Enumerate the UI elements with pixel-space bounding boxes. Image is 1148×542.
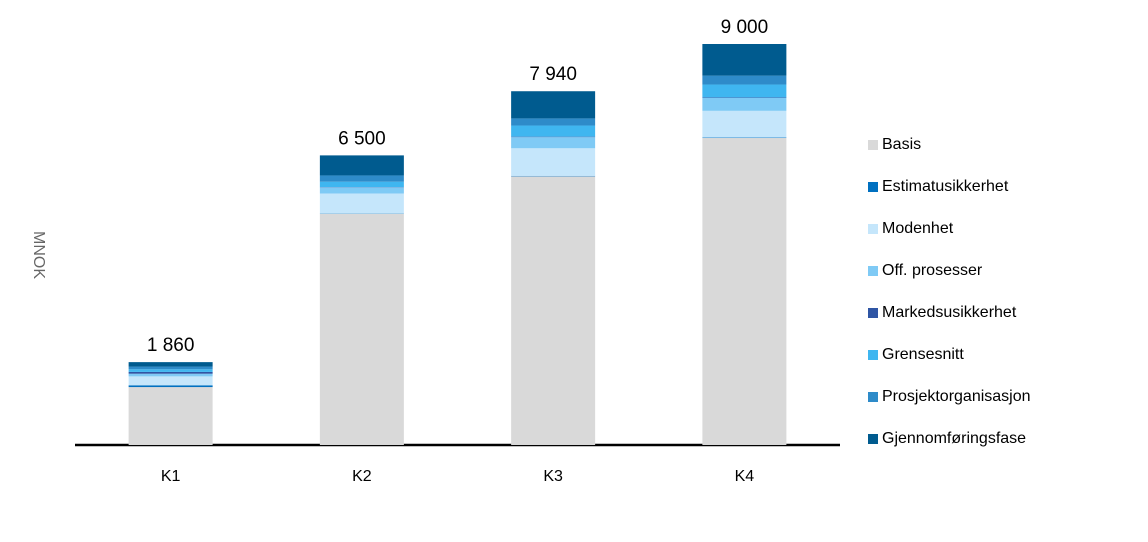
bar-segment [128,369,213,372]
legend-swatch [868,266,878,276]
bar-segment [511,137,596,149]
legend-swatch [868,392,878,402]
x-tick-label: K4 [735,468,755,485]
bar-segment [128,387,213,445]
legend-label: Prosjektorganisasjon [882,388,1031,405]
bar-segment [702,138,787,446]
bar-segment [511,91,596,119]
legend-label: Estimatusikkerhet [882,178,1009,195]
bar-segment [702,110,787,138]
legend-swatch [868,224,878,234]
bar-segment [128,371,213,374]
bar-segment [511,148,596,176]
x-tick-label: K2 [352,468,372,485]
legend-swatch [868,350,878,360]
bar-segment [319,175,404,182]
legend-swatch [868,182,878,192]
legend-label: Grensesnitt [882,346,964,363]
bar-segment [128,376,213,386]
bar-segment [319,181,404,188]
y-axis-title: MNOK [30,231,47,279]
bar-segment [702,84,787,98]
total-label: 7 940 [529,64,577,85]
total-label: 9 000 [721,17,769,38]
total-label: 6 500 [338,128,386,149]
bar-segment [128,373,213,377]
bar-segment [319,155,404,176]
bar-segment [702,97,787,111]
bar-segment [319,187,404,194]
legend-label: Modenhet [882,220,954,237]
legend-label: Gjennomføringsfase [882,430,1026,447]
legend-label: Markedsusikkerhet [882,304,1017,321]
bar-segment [128,385,213,388]
x-tick-label: K3 [543,468,563,485]
bar-segment [319,193,404,214]
legend-label: Basis [882,136,921,153]
bar-segment [128,366,213,370]
bar-segment [511,125,596,137]
bar-segment [319,213,404,445]
legend-swatch [868,140,878,150]
bar-segment [128,362,213,367]
x-tick-label: K1 [161,468,181,485]
bar-segment [702,75,787,85]
total-label: 1 860 [147,335,195,356]
bar-segment [702,44,787,76]
bar-segment [511,118,596,126]
legend-swatch [868,308,878,318]
legend-label: Off. prosesser [882,262,983,279]
legend-swatch [868,434,878,444]
bar-segment [511,176,596,445]
